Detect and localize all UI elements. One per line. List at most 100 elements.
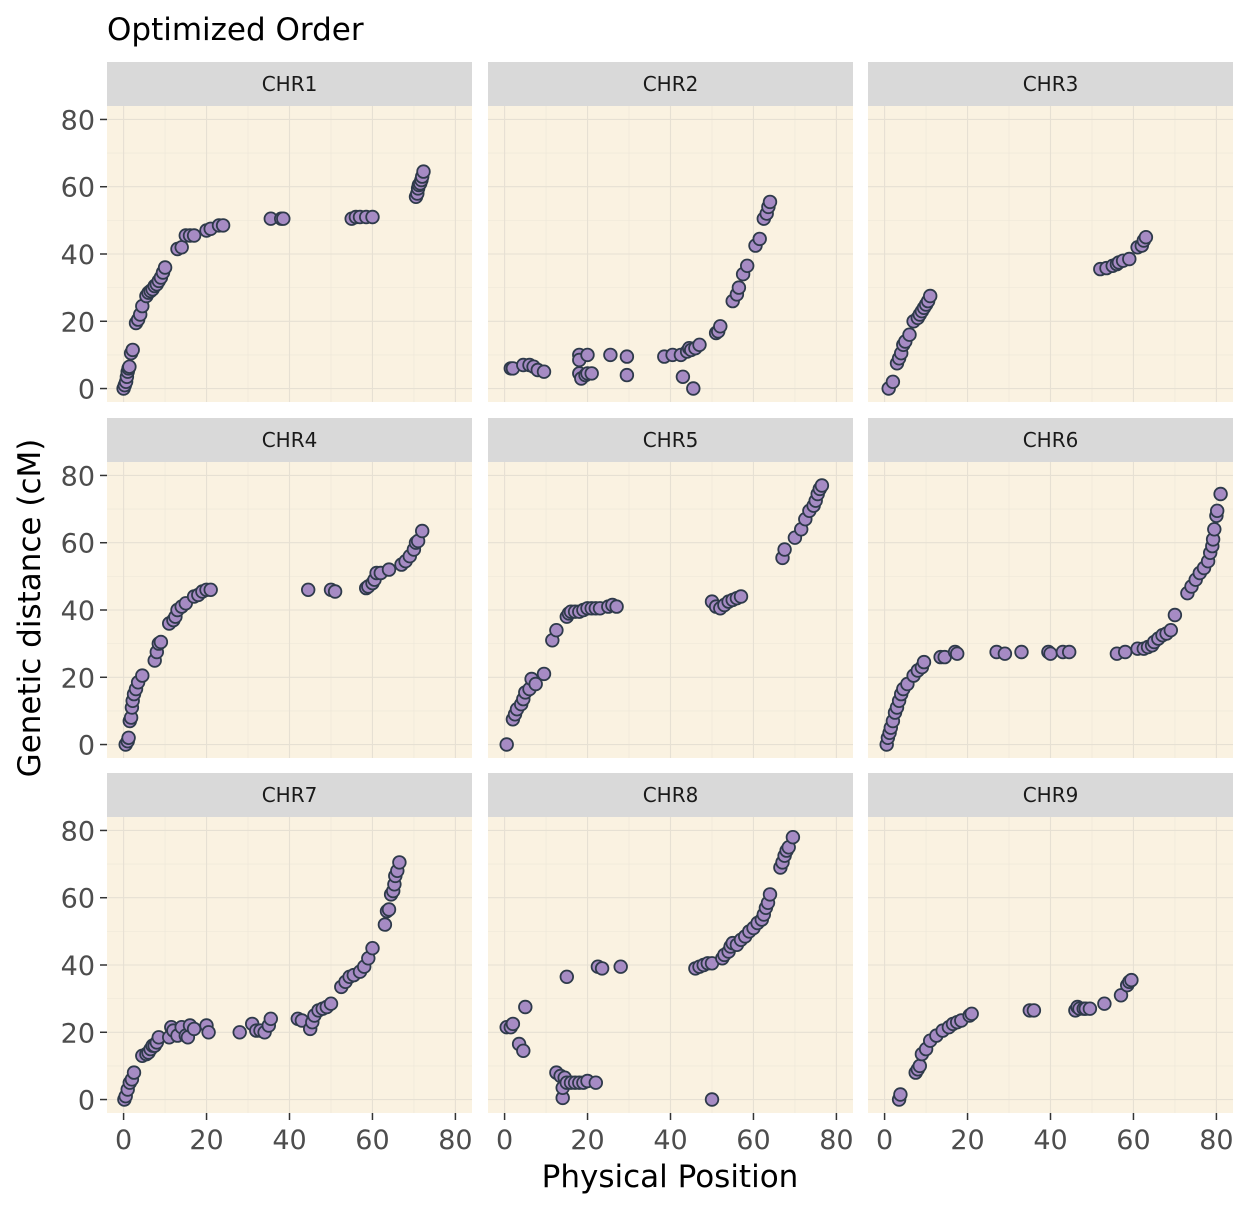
- data-point: [1138, 229, 1154, 245]
- data-point: [121, 730, 136, 746]
- data-point: [692, 337, 707, 353]
- data-point: [528, 676, 543, 692]
- y-tick-label: 0: [78, 731, 95, 762]
- x-tick-label: 20: [950, 1125, 984, 1156]
- data-point: [686, 381, 701, 396]
- data-point: [902, 327, 917, 342]
- facet-strip: [868, 62, 1233, 106]
- y-axis-label: Genetic distance (cM): [12, 439, 48, 778]
- facet-strip-label: CHR6: [1023, 428, 1079, 452]
- y-tick-label: 20: [61, 663, 95, 694]
- x-tick-label: 0: [876, 1125, 893, 1156]
- data-point: [516, 1043, 531, 1059]
- data-point: [122, 359, 137, 374]
- data-point: [263, 1011, 279, 1027]
- data-point: [580, 347, 595, 363]
- data-point: [609, 599, 624, 614]
- x-tick-label: 0: [115, 1125, 132, 1156]
- data-point: [885, 374, 901, 390]
- facet-panel-chr7: CHR7 0 20 40 60 80 0 20 40 60 80: [61, 773, 473, 1156]
- x-tick-label: 80: [819, 1125, 853, 1156]
- data-point: [603, 347, 618, 363]
- data-point: [1043, 646, 1058, 661]
- x-tick-label: 40: [653, 1125, 687, 1156]
- data-point: [365, 209, 380, 225]
- facet-strip-label: CHR7: [262, 783, 318, 807]
- data-point: [1167, 607, 1183, 623]
- panels-layer: CHR1 0 20 40 60 80 CHR2 CHR3 CHR4 0 20 40 60 80 CHR5 CH…: [61, 62, 1234, 1156]
- y-tick-label: 20: [61, 307, 95, 338]
- data-point: [923, 288, 938, 304]
- y-tick-label: 40: [61, 596, 95, 627]
- facet-strip: [107, 62, 472, 106]
- y-tick-label: 0: [78, 1086, 95, 1117]
- data-point: [232, 1025, 247, 1040]
- data-point: [125, 342, 140, 358]
- y-tick-label: 80: [61, 105, 95, 136]
- data-point: [365, 941, 380, 956]
- facet-panel-chr5: CHR5: [488, 418, 853, 758]
- data-point: [588, 1075, 604, 1090]
- facet-panel-chr6: CHR6: [868, 418, 1233, 758]
- data-point: [619, 367, 635, 383]
- data-point: [1124, 972, 1139, 988]
- data-point: [1082, 1001, 1098, 1016]
- data-point: [1026, 1003, 1042, 1018]
- data-point: [203, 582, 218, 598]
- data-point: [785, 830, 801, 845]
- facet-strip-label: CHR2: [643, 72, 699, 96]
- facet-panel-chr2: CHR2: [488, 62, 853, 402]
- facet-strip-label: CHR1: [262, 72, 318, 96]
- data-point: [950, 646, 965, 661]
- data-point: [1014, 644, 1029, 660]
- x-tick-label: 20: [189, 1125, 223, 1156]
- y-tick-label: 60: [61, 884, 95, 915]
- data-point: [416, 164, 431, 179]
- facet-strip-label: CHR3: [1023, 72, 1079, 96]
- data-point: [499, 737, 514, 752]
- data-point: [327, 584, 343, 599]
- x-tick-label: 40: [1033, 1125, 1067, 1156]
- y-tick-label: 20: [61, 1018, 95, 1049]
- chart-title: Optimized Order: [107, 12, 364, 48]
- data-point: [912, 1058, 928, 1074]
- facet-strip-label: CHR5: [643, 428, 699, 452]
- data-point: [174, 240, 189, 255]
- y-tick-label: 40: [61, 240, 95, 271]
- facet-strip: [107, 418, 472, 462]
- data-point: [733, 589, 749, 604]
- data-point: [1061, 644, 1077, 660]
- data-point: [814, 478, 830, 493]
- data-point: [1163, 623, 1179, 638]
- data-point: [916, 654, 932, 670]
- facet-strip-label: CHR9: [1023, 783, 1079, 807]
- data-point: [377, 917, 393, 932]
- data-point: [323, 996, 339, 1011]
- x-tick-label: 60: [1116, 1125, 1150, 1156]
- data-point: [594, 961, 610, 976]
- x-tick-label: 80: [438, 1125, 472, 1156]
- data-point: [704, 1092, 720, 1107]
- data-point: [613, 959, 628, 974]
- facet-panel-chr8: CHR8 0 20 40 60 80: [488, 773, 854, 1156]
- x-tick-label: 80: [1199, 1125, 1233, 1156]
- data-point: [186, 228, 202, 243]
- facet-panel-chr9: CHR9 0 20 40 60 80: [868, 773, 1234, 1156]
- facet-strip: [868, 418, 1233, 462]
- facet-strip-label: CHR8: [643, 783, 699, 807]
- data-point: [549, 623, 564, 638]
- data-point: [893, 1087, 908, 1102]
- data-point: [1207, 522, 1222, 537]
- facet-strip: [488, 773, 853, 817]
- x-axis-label: Physical Position: [542, 1159, 799, 1195]
- data-point: [584, 366, 599, 381]
- y-tick-label: 80: [61, 816, 95, 847]
- data-point: [536, 666, 552, 682]
- data-point: [415, 523, 430, 539]
- data-point: [559, 969, 575, 985]
- data-point: [505, 1016, 521, 1032]
- data-point: [276, 211, 291, 226]
- data-point: [1209, 503, 1225, 519]
- data-point: [215, 218, 231, 233]
